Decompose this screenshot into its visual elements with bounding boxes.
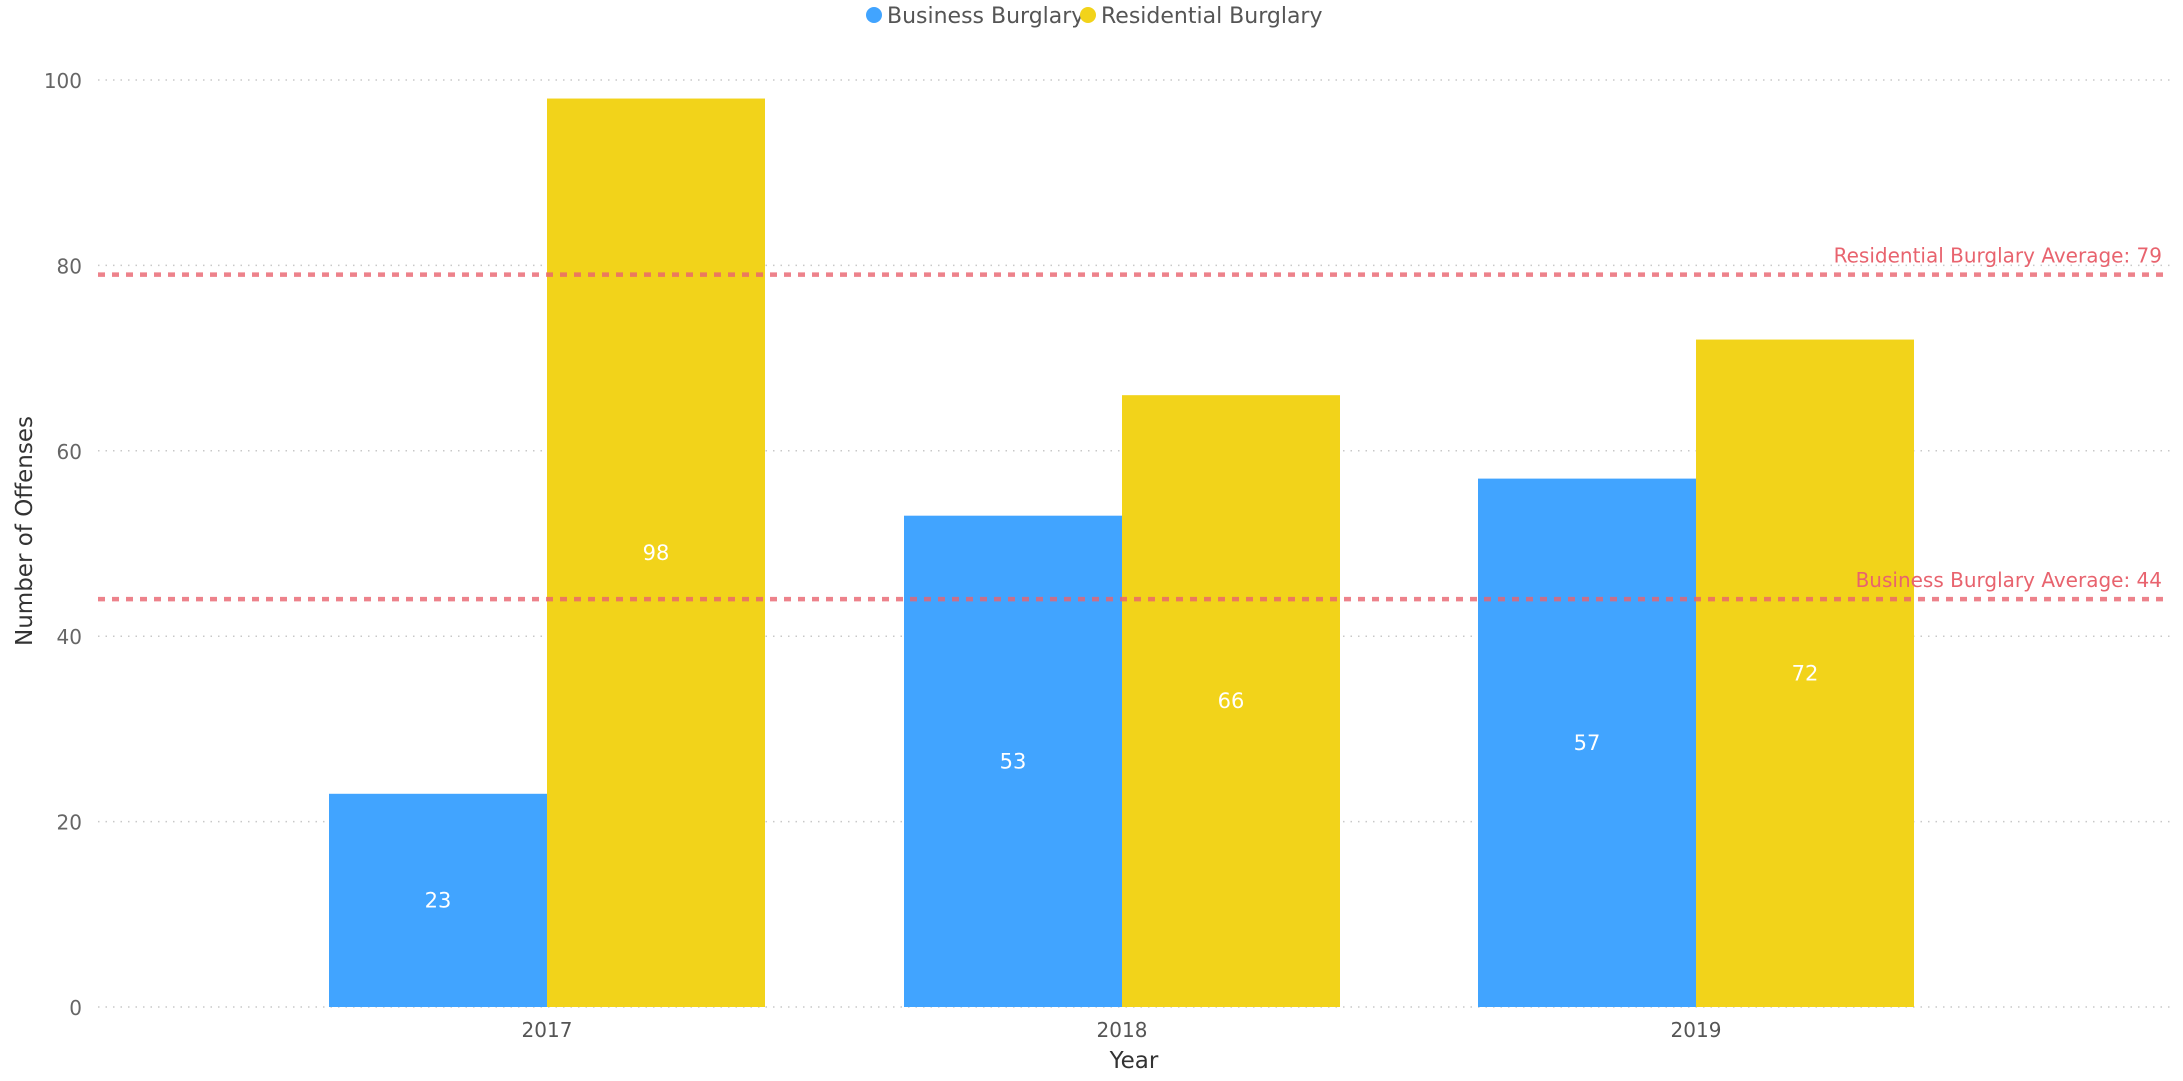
x-tick-2019: 2019 <box>1671 1018 1722 1042</box>
data-label-residential-burglary-2018: 66 <box>1218 689 1245 713</box>
y-tick-40: 40 <box>57 625 82 649</box>
y-tick-80: 80 <box>57 254 82 278</box>
y-tick-60: 60 <box>57 440 82 464</box>
data-label-business-burglary-2017: 23 <box>425 888 452 912</box>
bar-business-burglary-2019[interactable] <box>1478 478 1696 1007</box>
y-axis-title: Number of Offenses <box>12 416 38 646</box>
reference-label-business-burglary-average-44: Business Burglary Average: 44 <box>1856 568 2162 592</box>
bar-business-burglary-2017[interactable] <box>329 793 547 1007</box>
data-label-business-burglary-2019: 57 <box>1574 731 1601 755</box>
x-axis-title: Year <box>1109 1048 1159 1074</box>
y-tick-20: 20 <box>57 811 82 835</box>
reference-label-residential-burglary-average-79: Residential Burglary Average: 79 <box>1834 244 2162 268</box>
data-label-residential-burglary-2019: 72 <box>1792 661 1819 685</box>
reference-lines: Residential Burglary Average: 79 Business… <box>98 244 2170 602</box>
bar-residential-burglary-2017[interactable] <box>547 98 765 1008</box>
legend[interactable]: Business Burglary Residential Burglary <box>866 4 1323 29</box>
y-tick-0: 0 <box>69 996 82 1020</box>
data-label-residential-burglary-2017: 98 <box>643 541 670 565</box>
legend-label-business-burglary[interactable]: Business Burglary <box>887 4 1084 29</box>
bar-residential-burglary-2018[interactable] <box>1122 395 1340 1007</box>
data-label-business-burglary-2018: 53 <box>1000 749 1027 773</box>
bars <box>329 98 1914 1008</box>
y-axis-ticks: 0 20 40 60 80 100 <box>44 69 82 1020</box>
legend-marker-business-burglary <box>866 7 882 23</box>
legend-label-residential-burglary[interactable]: Residential Burglary <box>1101 4 1323 29</box>
y-tick-100: 100 <box>44 69 82 93</box>
legend-marker-residential-burglary <box>1080 7 1096 23</box>
x-tick-2018: 2018 <box>1097 1018 1148 1042</box>
bar-residential-burglary-2019[interactable] <box>1696 339 1914 1007</box>
x-tick-2017: 2017 <box>522 1018 573 1042</box>
data-labels: 23 53 57 98 66 72 <box>425 541 1819 913</box>
x-axis-ticks: 2017 2018 2019 <box>522 1018 1722 1042</box>
